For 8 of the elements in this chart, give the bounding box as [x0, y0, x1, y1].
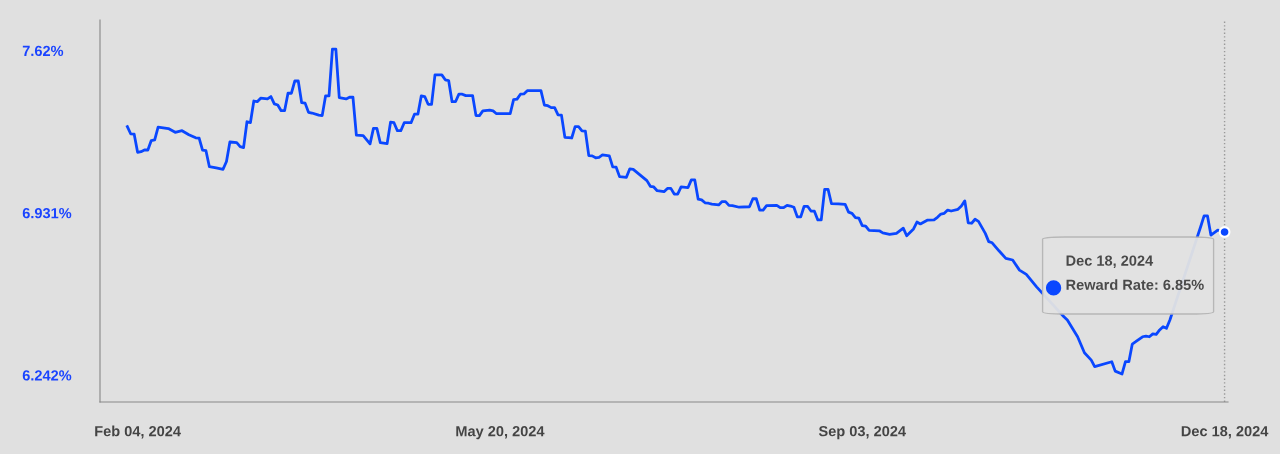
x-tick-label: Sep 03, 2024	[818, 426, 906, 440]
x-tick-label: Dec 18, 2024	[1181, 426, 1269, 439]
annotation: Dec 18, 2024 Reward Rate: 6.85%	[1066, 255, 1204, 290]
y-tick-label: 6.242%	[22, 370, 72, 381]
y-tick-label: 7.62%	[22, 45, 64, 57]
y-tick-label: 6.931%	[22, 207, 72, 219]
x-tick-label: May 20, 2024	[456, 426, 545, 440]
x-tick-label: Feb 04, 2024	[95, 425, 181, 439]
